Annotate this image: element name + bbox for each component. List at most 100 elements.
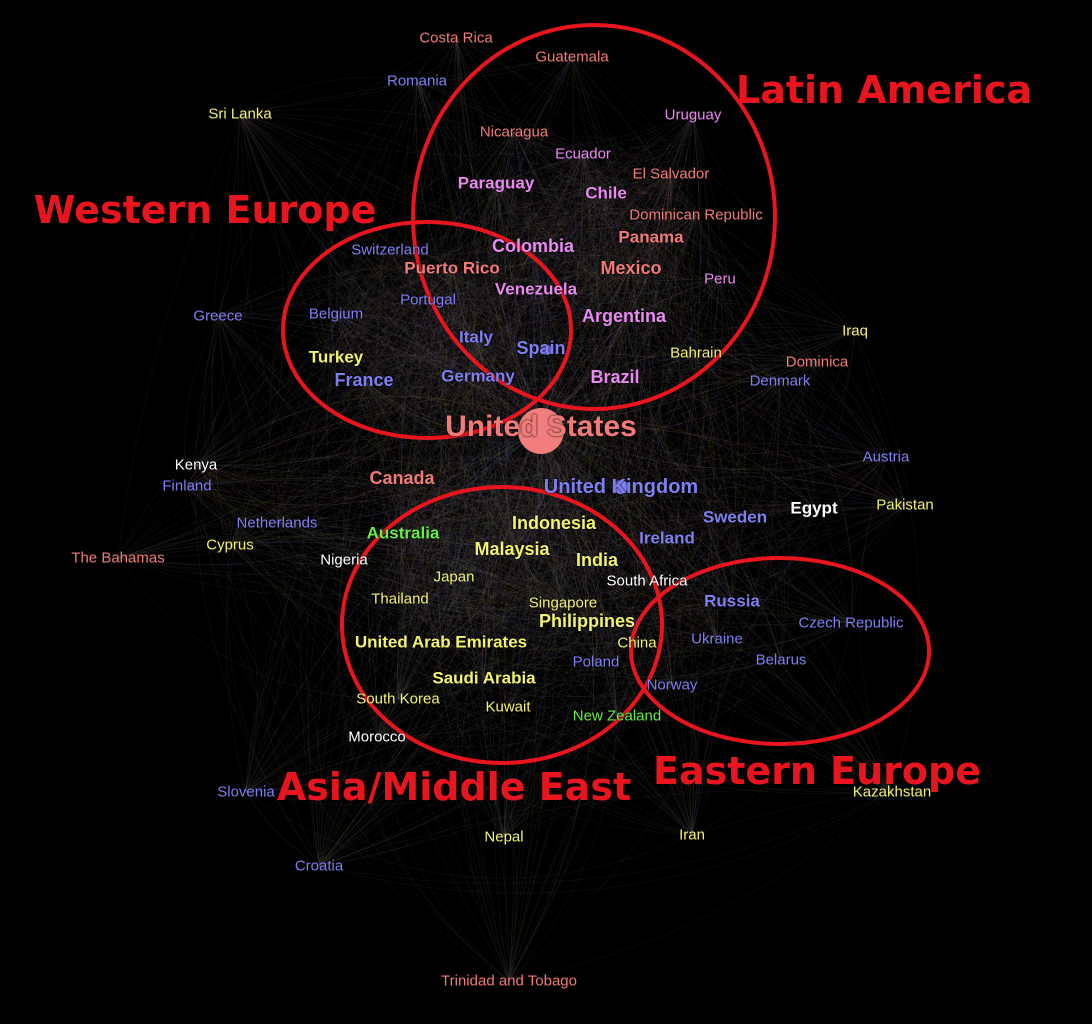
graph-edge	[416, 80, 856, 332]
graph-edge	[509, 167, 691, 198]
graph-edge	[310, 282, 379, 387]
graph-edge	[469, 487, 590, 542]
graph-edge	[531, 612, 541, 638]
graph-edge	[453, 131, 515, 578]
graph-edge	[335, 313, 618, 717]
graph-edge	[513, 131, 555, 524]
graph-edge	[453, 37, 477, 338]
graph-edge	[399, 173, 672, 600]
graph-edge	[335, 192, 607, 315]
graph-edge	[245, 638, 718, 793]
graph-edge	[454, 318, 522, 395]
graph-edge	[582, 152, 672, 175]
graph-edge	[515, 164, 633, 237]
graph-edge	[493, 200, 689, 305]
graph-edge	[327, 233, 459, 282]
graph-edge	[533, 139, 648, 284]
graph-edge	[217, 113, 243, 317]
graph-edge	[488, 259, 502, 289]
graph-edge	[397, 559, 598, 700]
graph-edge	[397, 659, 782, 735]
graph-edge	[470, 368, 473, 378]
graph-edge	[508, 361, 818, 982]
graph-edge	[568, 162, 676, 208]
graph-edge	[534, 497, 539, 614]
graph-edge	[540, 425, 906, 506]
graph-edge	[401, 80, 470, 479]
graph-edge	[620, 453, 906, 506]
graph-edge	[315, 296, 326, 399]
graph-edge	[403, 273, 458, 410]
graph-edge	[343, 316, 457, 376]
graph-edge	[397, 192, 607, 700]
graph-edge	[687, 275, 689, 292]
graph-edge	[380, 471, 553, 564]
graph-edge	[582, 153, 733, 602]
country-label-austria: Austria	[862, 448, 910, 466]
graph-edge	[596, 559, 693, 836]
graph-edge	[601, 274, 639, 281]
graph-edge	[413, 299, 505, 838]
graph-edge	[465, 578, 557, 611]
graph-edge	[509, 463, 584, 494]
graph-edge	[589, 176, 603, 258]
graph-edge	[530, 186, 546, 322]
graph-edge	[524, 198, 574, 329]
graph-edge	[435, 493, 489, 599]
graph-edge	[321, 287, 467, 424]
graph-edge	[623, 214, 697, 317]
graph-edge	[468, 502, 562, 637]
graph-edge	[375, 480, 400, 504]
graph-edge	[483, 251, 598, 308]
graph-edge	[431, 248, 524, 315]
graph-edge	[548, 473, 578, 491]
graph-edge	[393, 569, 557, 632]
graph-edge	[363, 379, 597, 663]
graph-edge	[318, 330, 856, 867]
graph-edge	[381, 590, 432, 602]
graph-edge	[656, 203, 693, 313]
graph-edge	[438, 524, 532, 586]
graph-edge	[477, 375, 597, 663]
graph-edge	[397, 236, 652, 700]
graph-edge	[623, 170, 672, 324]
graph-edge	[511, 548, 893, 793]
graph-edge	[428, 562, 464, 639]
graph-edge	[245, 375, 479, 793]
graph-edge	[490, 609, 553, 653]
graph-edge	[573, 178, 686, 193]
graph-edge	[335, 313, 693, 836]
graph-edge	[427, 131, 515, 578]
graph-edge	[328, 316, 367, 341]
graph-edge	[584, 177, 657, 196]
graph-edge	[440, 641, 782, 678]
graph-edge	[490, 178, 565, 253]
graph-edge	[465, 542, 531, 612]
graph-edge	[529, 141, 566, 273]
graph-edge	[331, 291, 499, 353]
graph-edge	[239, 113, 479, 377]
graph-edge	[549, 176, 633, 298]
graph-edge	[475, 522, 576, 554]
graph-edge	[326, 292, 373, 395]
graph-edge	[363, 379, 442, 643]
graph-edge	[582, 153, 737, 602]
graph-edge	[507, 642, 638, 708]
graph-edge	[532, 489, 586, 660]
graph-edge	[443, 499, 584, 613]
graph-edge	[533, 246, 635, 265]
graph-edge	[427, 299, 469, 578]
graph-edge	[379, 253, 397, 360]
graph-edge	[734, 516, 893, 793]
graph-edge	[195, 464, 442, 643]
country-label-nigeria: Nigeria	[320, 551, 368, 569]
graph-edge	[472, 513, 524, 550]
graph-edge	[364, 243, 455, 411]
graph-edge	[392, 515, 504, 600]
graph-edge	[524, 223, 638, 289]
graph-edge	[401, 114, 694, 479]
graph-edge	[525, 570, 540, 643]
graph-edge	[477, 182, 497, 377]
graph-edge	[363, 347, 542, 388]
graph-edge	[245, 642, 638, 793]
